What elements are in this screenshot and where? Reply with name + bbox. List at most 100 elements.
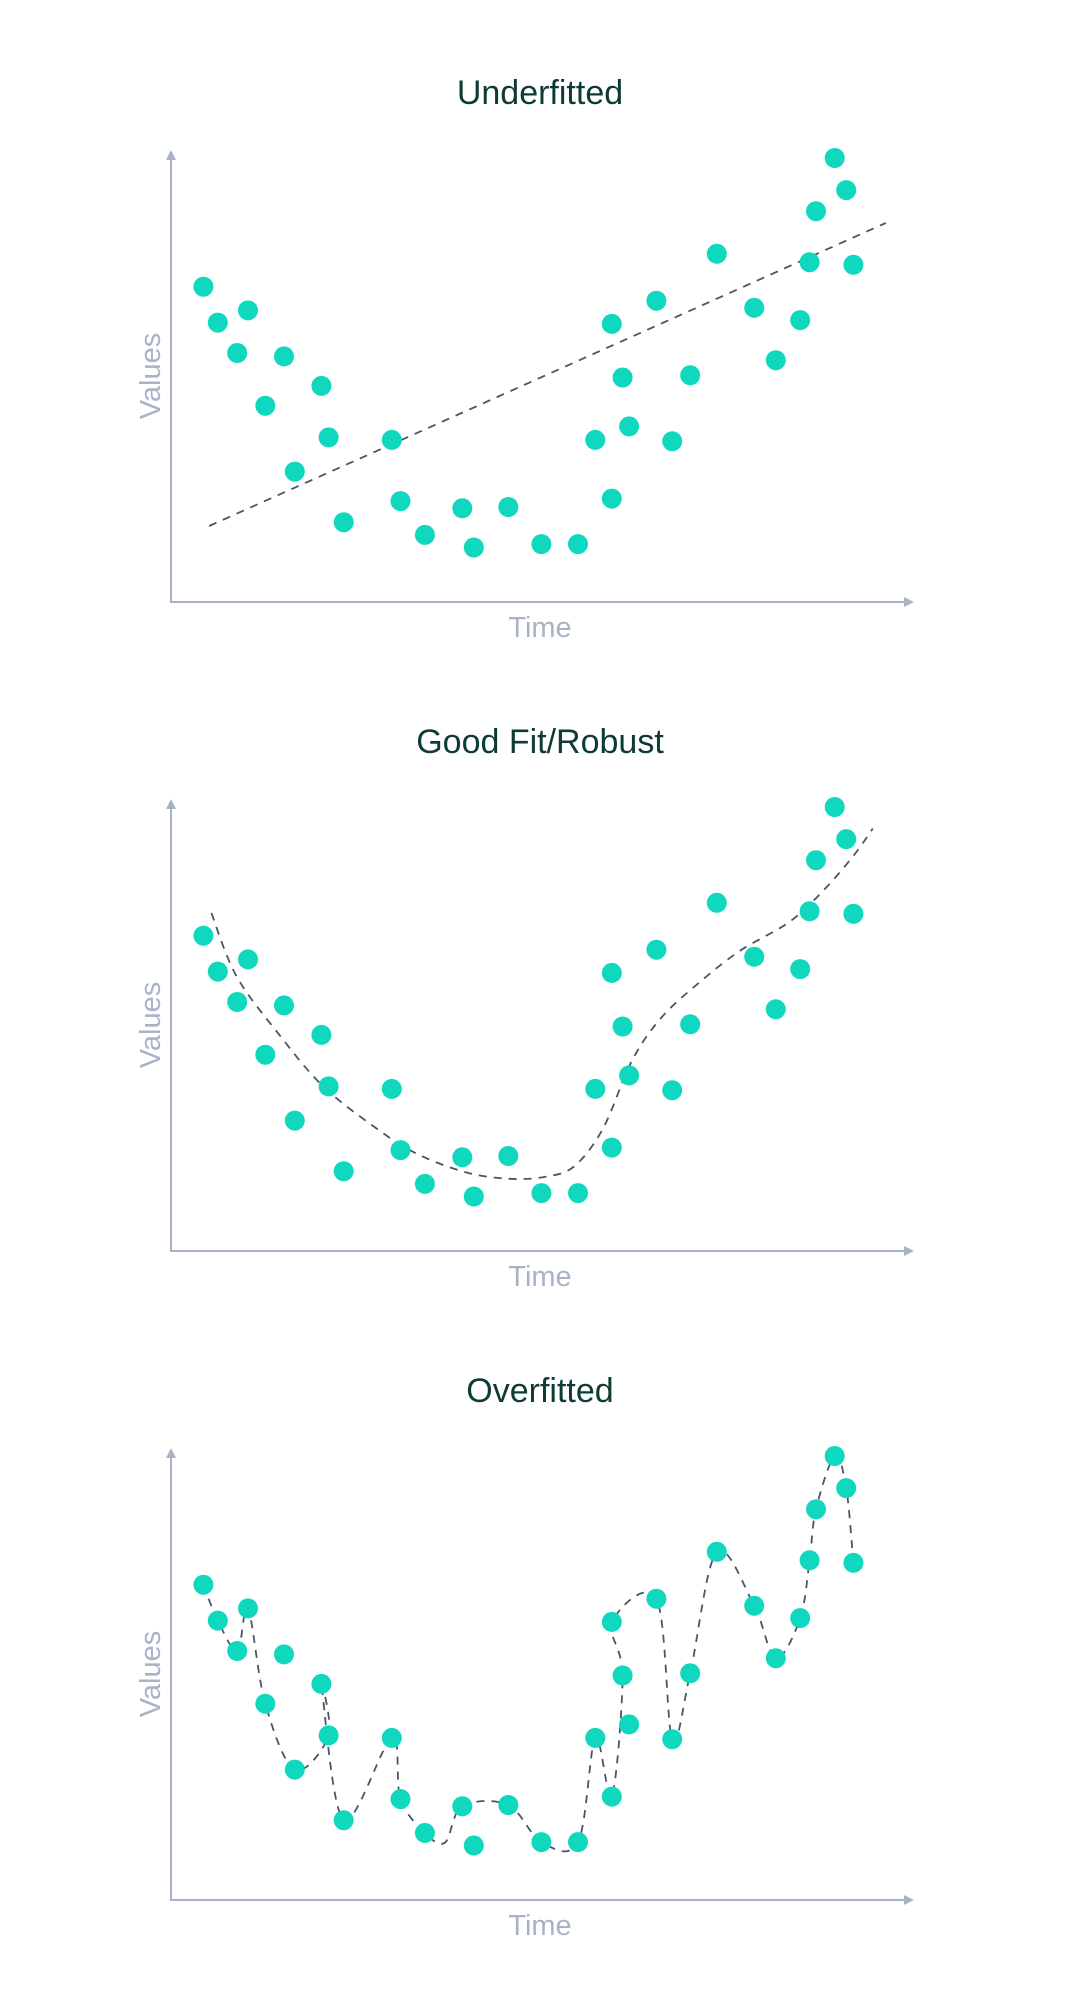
data-point	[601, 488, 622, 509]
data-point	[619, 1065, 640, 1086]
axes	[170, 1456, 906, 1901]
data-point	[601, 1611, 622, 1632]
data-point	[238, 1598, 258, 1619]
data-point	[790, 1608, 811, 1629]
data-point	[612, 1016, 633, 1037]
data-point	[452, 498, 473, 519]
data-point	[498, 497, 519, 517]
data-point	[333, 512, 354, 533]
data-point	[619, 416, 640, 437]
data-point	[662, 1080, 683, 1101]
data-point	[311, 1024, 332, 1045]
data-point	[646, 1588, 667, 1609]
data-point	[790, 310, 811, 331]
data-point	[311, 375, 332, 396]
data-point	[824, 1446, 845, 1466]
data-point	[836, 1478, 857, 1499]
x-axis-arrow	[904, 597, 914, 607]
data-point	[744, 297, 765, 318]
data-point	[585, 1727, 606, 1748]
data-point	[390, 1789, 411, 1810]
data-point	[790, 959, 811, 980]
data-point	[333, 1161, 354, 1182]
data-point	[744, 946, 765, 967]
data-point	[612, 367, 633, 388]
data-point	[284, 1110, 305, 1131]
data-point	[255, 395, 276, 416]
data-point	[706, 1541, 727, 1562]
data-point	[463, 537, 484, 558]
y-axis-label: Values	[135, 1631, 167, 1718]
data-point	[498, 1146, 519, 1166]
data-point	[414, 1822, 435, 1843]
data-point	[193, 1574, 214, 1595]
data-point	[390, 1140, 411, 1161]
data-point	[680, 1014, 701, 1035]
x-axis-arrow	[904, 1895, 914, 1905]
data-point	[799, 1550, 820, 1571]
x-axis-arrow	[904, 1246, 914, 1256]
fit-line	[208, 222, 887, 527]
data-point	[463, 1835, 484, 1856]
x-axis-label: Time	[508, 612, 571, 644]
y-axis-label: Values	[135, 982, 167, 1069]
data-point	[284, 461, 305, 482]
data-point	[680, 1663, 701, 1684]
data-point	[806, 201, 826, 222]
data-point	[601, 1137, 622, 1158]
data-point	[414, 1173, 435, 1194]
data-point	[824, 148, 845, 168]
data-point	[706, 243, 727, 264]
data-point	[765, 999, 786, 1020]
y-axis-arrow	[166, 799, 176, 809]
chart-panel-overfitted: Overfitted Values Time	[135, 1372, 914, 1942]
data-point	[568, 1832, 588, 1853]
data-point	[612, 1665, 633, 1686]
data-point	[227, 992, 248, 1012]
data-point	[318, 427, 339, 448]
data-point	[311, 1673, 332, 1694]
data-point	[531, 534, 552, 555]
chart-panel-good-fit: Good Fit/Robust Values Time	[135, 723, 914, 1293]
data-point	[799, 252, 820, 273]
data-point	[452, 1147, 473, 1168]
data-point	[601, 1786, 622, 1807]
data-point	[414, 524, 435, 545]
fit-line	[210, 827, 874, 1180]
data-point	[646, 290, 667, 311]
fit-line	[202, 1454, 855, 1853]
data-point	[207, 312, 228, 333]
data-point	[255, 1693, 276, 1714]
data-point	[765, 1648, 786, 1669]
axes	[170, 807, 906, 1252]
data-point	[238, 949, 258, 970]
data-point	[531, 1183, 552, 1204]
data-point	[381, 1078, 402, 1099]
x-axis-label: Time	[508, 1261, 571, 1293]
data-point	[799, 901, 820, 922]
data-point	[390, 491, 411, 512]
data-point	[274, 1644, 294, 1665]
data-point	[836, 180, 857, 201]
data-point	[836, 829, 857, 850]
chart-title: Overfitted	[466, 1372, 613, 1410]
data-point	[381, 1727, 402, 1748]
data-points	[193, 1446, 864, 1856]
data-point	[744, 1595, 765, 1616]
data-point	[662, 431, 683, 452]
data-point	[531, 1832, 552, 1853]
data-point	[207, 1610, 228, 1631]
data-point	[227, 343, 248, 363]
data-point	[843, 254, 864, 275]
data-point	[274, 995, 294, 1016]
data-point	[680, 365, 701, 386]
data-point	[585, 429, 606, 450]
data-point	[318, 1076, 339, 1097]
data-point	[463, 1186, 484, 1207]
data-point	[806, 1499, 826, 1520]
axes	[170, 158, 906, 603]
data-point	[193, 276, 214, 297]
y-axis-label: Values	[135, 333, 167, 420]
data-point	[601, 313, 622, 334]
